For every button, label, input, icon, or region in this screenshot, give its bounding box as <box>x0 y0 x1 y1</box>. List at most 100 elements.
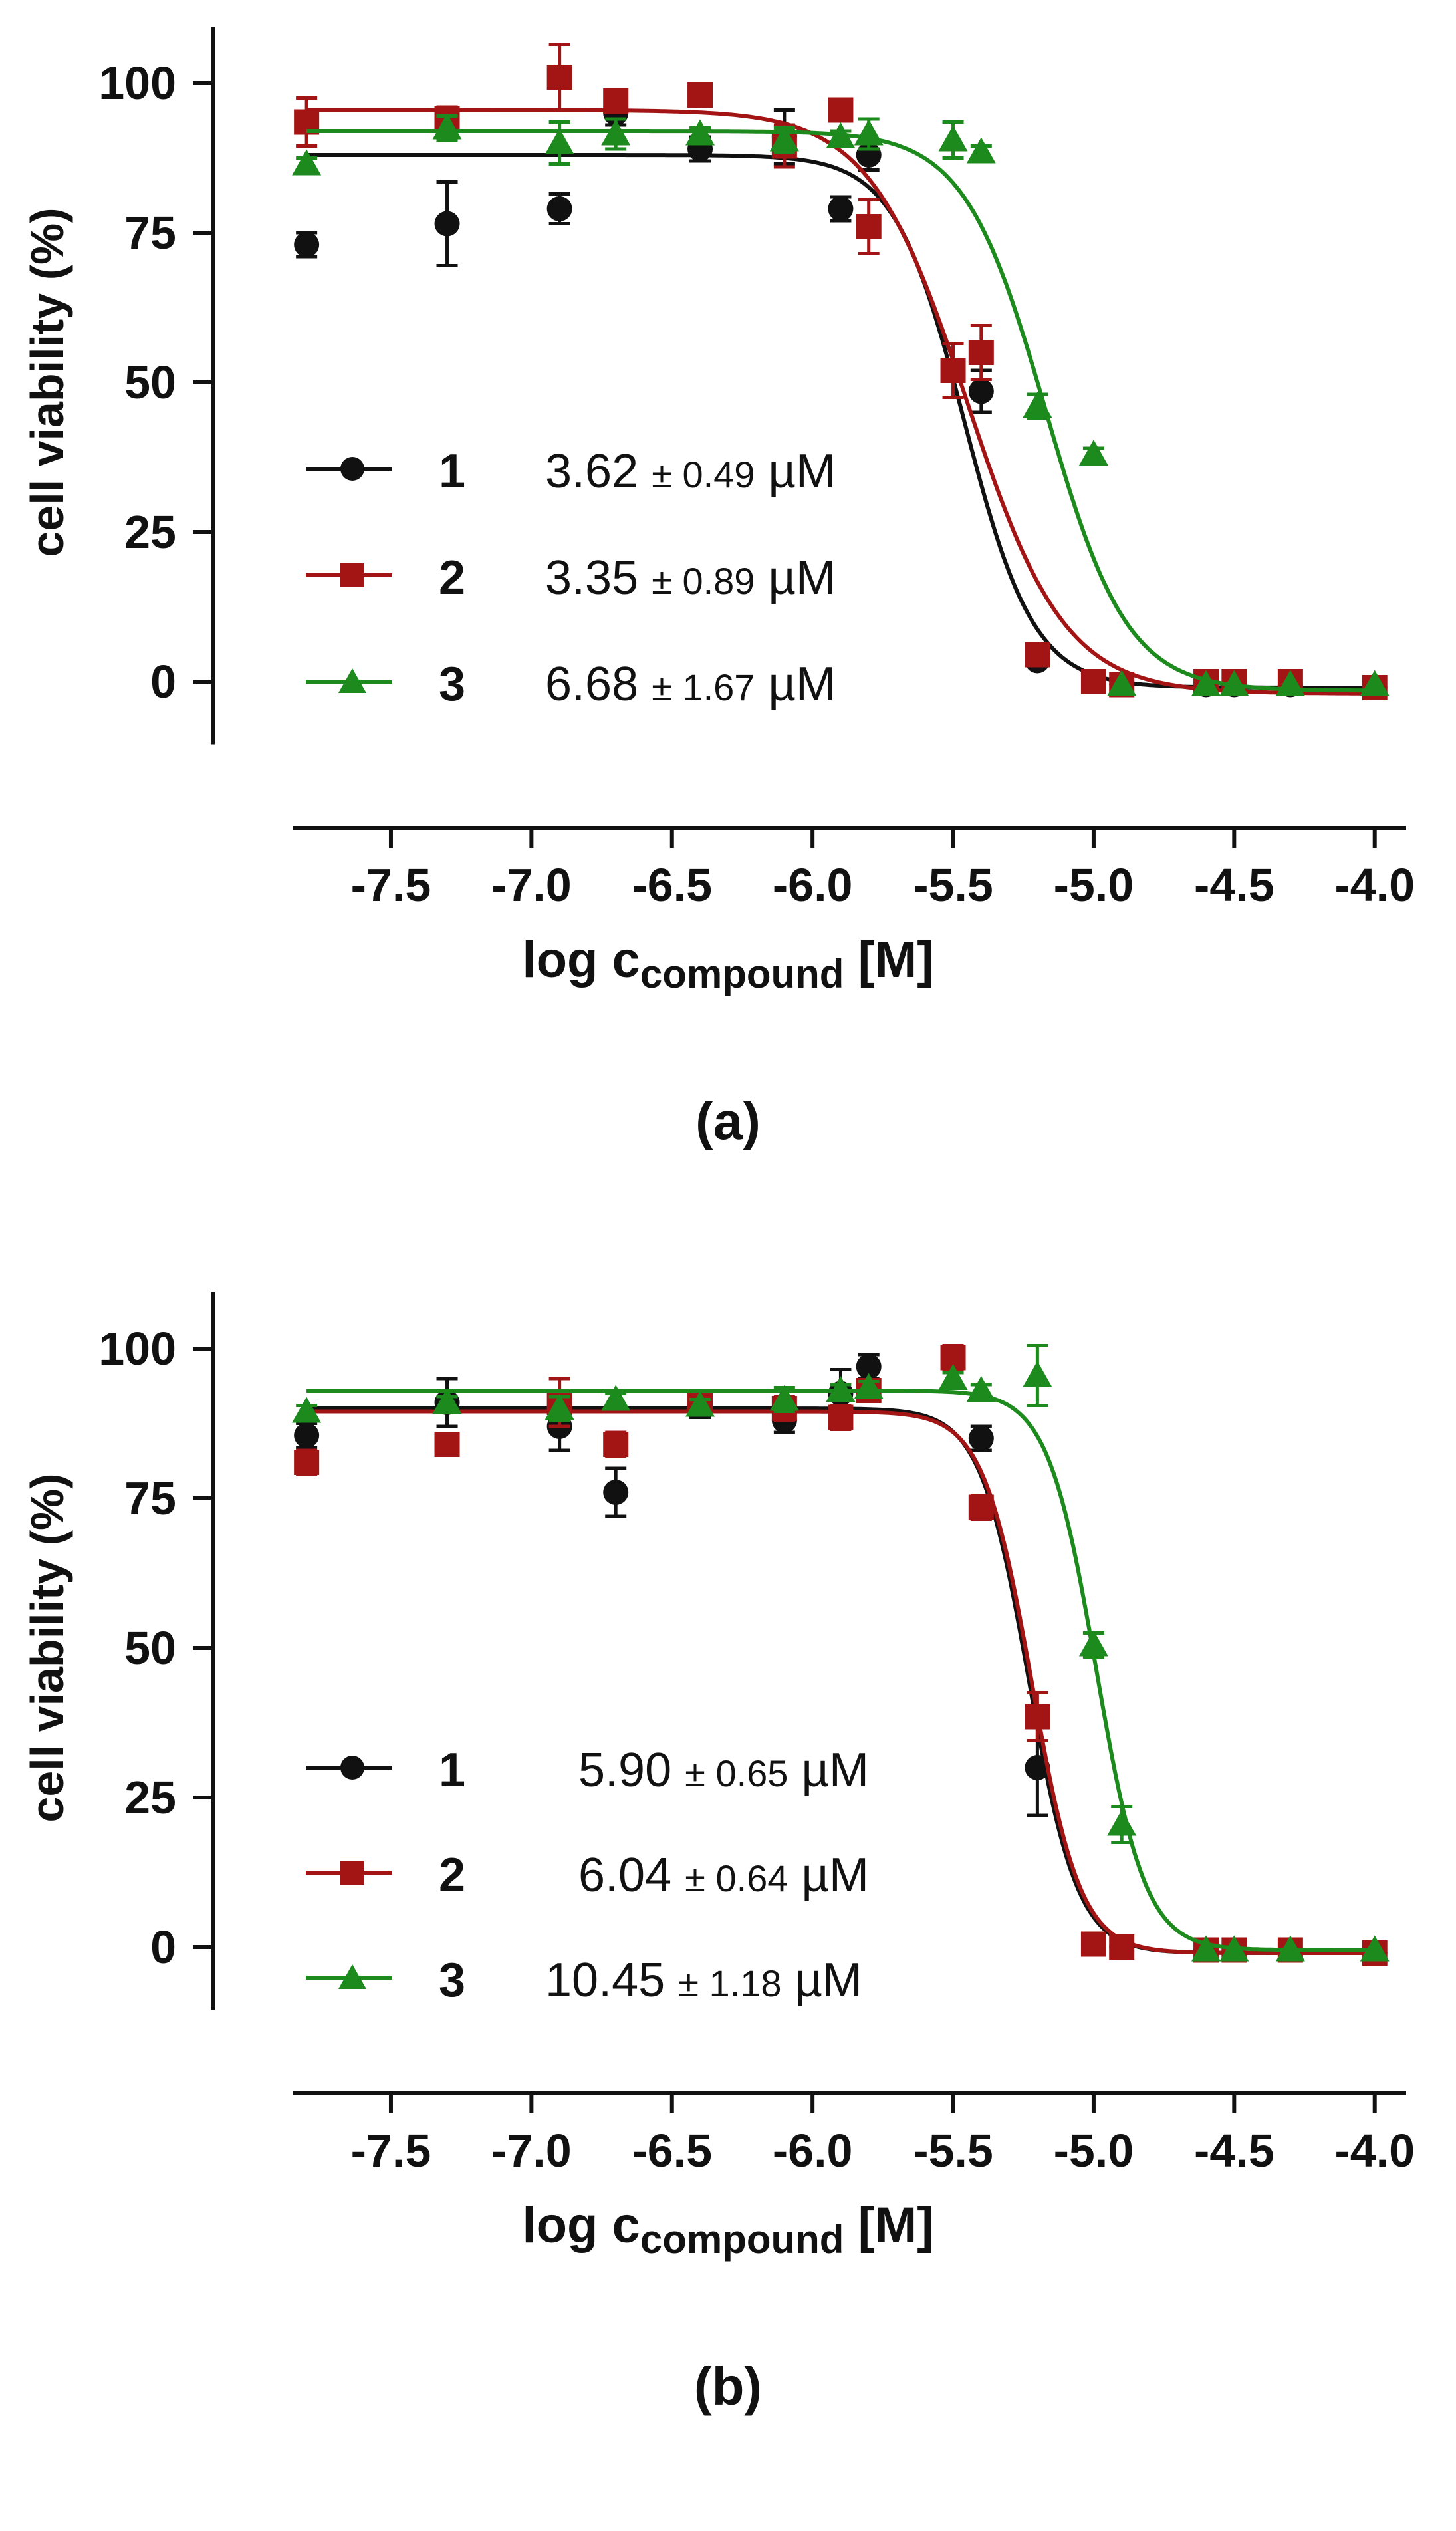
data-point <box>1275 1935 1305 1962</box>
data-point <box>968 340 994 365</box>
x-tick-label: -6.5 <box>632 2125 712 2177</box>
data-point <box>1109 1934 1135 1960</box>
data-point <box>1107 1809 1137 1836</box>
y-axis-title: cell viability (%) <box>21 1473 73 1822</box>
data-point <box>294 1450 320 1475</box>
x-tick-label: -5.5 <box>913 859 993 911</box>
x-tick-label: -5.0 <box>1054 859 1134 911</box>
data-point <box>940 358 966 383</box>
data-point <box>1191 1935 1221 1962</box>
y-tick-label: 75 <box>124 1472 176 1524</box>
data-point <box>687 82 713 108</box>
series-3 <box>292 113 1390 696</box>
chart-panel-b: 0 25 50 75 100 cell viability (%) -7.5 -7.0 -6.5… <box>0 1266 1456 2531</box>
data-point <box>545 128 574 154</box>
y-tick-label: 25 <box>124 1772 176 1823</box>
data-point <box>603 1480 629 1505</box>
y-tick-label: 50 <box>124 1622 176 1674</box>
y-tick-label: 50 <box>124 356 176 408</box>
data-point <box>769 125 799 152</box>
x-tick-label: -6.0 <box>773 859 853 911</box>
x-tick-label: -4.0 <box>1334 2125 1415 2177</box>
x-tick-label: -4.0 <box>1334 859 1415 911</box>
y-tick-label: 100 <box>98 1323 176 1375</box>
data-point <box>828 1404 854 1430</box>
y-tick-label: 0 <box>150 1921 176 1973</box>
x-tick-label: -7.0 <box>491 2125 572 2177</box>
x-tick-label: -7.0 <box>491 859 572 911</box>
data-point <box>1025 642 1050 668</box>
data-point <box>1025 1704 1050 1730</box>
data-point <box>966 137 996 164</box>
x-tick-label: -7.5 <box>351 2125 431 2177</box>
data-point <box>603 88 629 114</box>
chart-b-plot: 0 25 50 75 100 cell viability (%) -7.5 -7.0 -6.5… <box>21 1292 1415 2177</box>
x-axis-title: log ccompound [M] <box>522 932 934 996</box>
data-point <box>856 214 882 239</box>
data-point <box>601 1385 631 1411</box>
x-tick-label: -5.5 <box>913 2125 993 2177</box>
data-point <box>603 1432 629 1457</box>
data-point <box>826 122 856 148</box>
panel-label: (a) <box>695 1091 761 1150</box>
data-point <box>432 1388 462 1414</box>
fit-curve-3 <box>306 1389 1375 1952</box>
chart-panel-a: 0 25 50 75 100 cell viability (%) -7.5 -7.0 -6.5… <box>21 27 1415 1150</box>
data-point <box>938 1364 968 1390</box>
data-point <box>434 1432 460 1457</box>
data-point <box>1078 1630 1108 1657</box>
data-point <box>294 232 320 257</box>
data-point <box>856 1354 882 1379</box>
data-point <box>434 211 460 237</box>
data-point <box>1275 670 1305 696</box>
y-tick-label: 100 <box>98 57 176 109</box>
data-point <box>685 119 715 146</box>
x-axis-title: log ccompound [M] <box>522 2197 934 2262</box>
data-point <box>1078 440 1108 466</box>
data-point <box>685 1391 715 1417</box>
x-tick-label: -4.5 <box>1194 859 1274 911</box>
data-point <box>854 119 884 146</box>
x-tick-label: -6.5 <box>632 859 712 911</box>
y-tick-label: 75 <box>124 207 176 259</box>
fit-curve-1 <box>306 1406 1375 1955</box>
data-point <box>292 1397 322 1423</box>
data-point <box>1191 670 1221 696</box>
data-point <box>968 1426 994 1451</box>
data-point <box>294 1422 320 1448</box>
data-point <box>1080 1931 1106 1957</box>
series-3 <box>292 1344 1390 1962</box>
data-point <box>968 378 994 404</box>
data-point <box>1360 670 1390 696</box>
data-point <box>938 125 968 152</box>
data-point <box>546 196 572 221</box>
data-point <box>432 113 462 140</box>
data-point <box>1080 669 1106 694</box>
y-tick-label: 25 <box>124 506 176 558</box>
y-tick-label: 0 <box>150 656 176 708</box>
data-point <box>826 1376 856 1402</box>
data-point <box>1107 670 1137 696</box>
series-2 <box>294 1344 1388 1966</box>
data-point <box>769 1385 799 1411</box>
data-point <box>828 97 854 123</box>
data-point <box>1219 1935 1249 1962</box>
x-tick-label: -5.0 <box>1054 2125 1134 2177</box>
data-point <box>854 1373 884 1399</box>
data-point <box>966 1376 996 1402</box>
x-tick-label: -6.0 <box>773 2125 853 2177</box>
data-point <box>828 196 854 221</box>
panel-label: (b) <box>693 2357 763 2416</box>
data-point <box>1023 392 1052 418</box>
data-point <box>1023 1361 1052 1387</box>
fit-curve-1 <box>306 153 1375 690</box>
fit-curve-2 <box>306 1409 1375 1955</box>
x-tick-label: -4.5 <box>1194 2125 1274 2177</box>
data-point <box>968 1494 994 1520</box>
data-point <box>292 149 322 176</box>
data-point <box>545 1394 574 1420</box>
data-point <box>1360 1935 1390 1962</box>
y-axis-title: cell viability (%) <box>21 207 73 557</box>
chart-a-plot: 0 25 50 75 100 cell viability (%) -7.5 -7.0 -6.5… <box>21 27 1415 911</box>
data-point <box>546 65 572 90</box>
